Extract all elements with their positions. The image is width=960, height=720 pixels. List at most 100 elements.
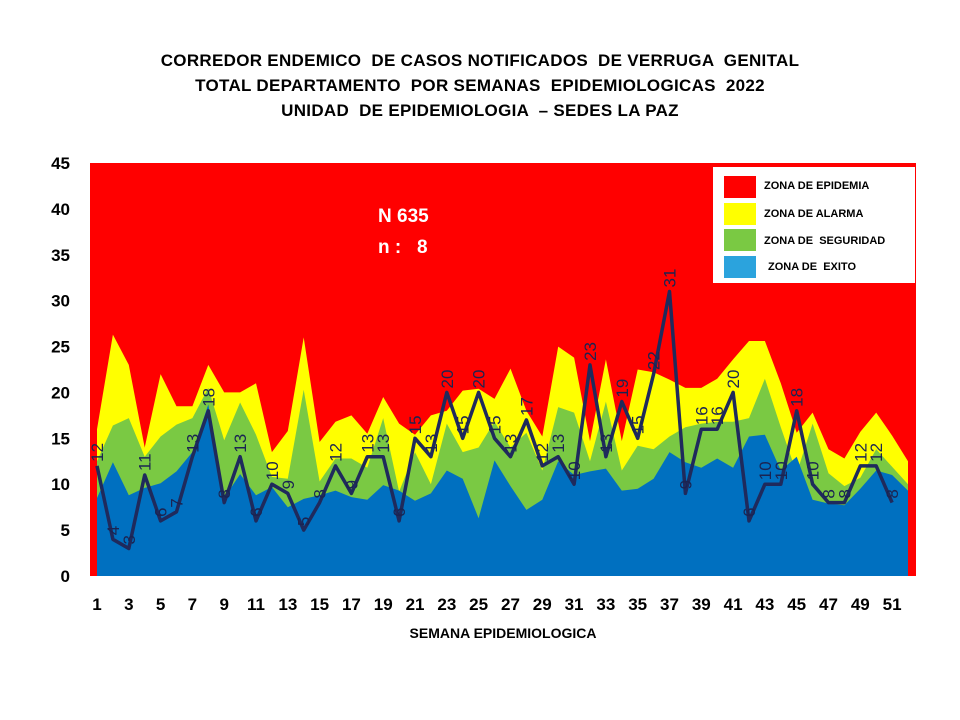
x-tick-label: 33 — [596, 595, 615, 614]
y-tick-label: 10 — [51, 475, 70, 494]
cases-line-path — [95, 289, 894, 551]
x-tick-label: 27 — [501, 595, 520, 614]
x-tick-label: 51 — [883, 595, 902, 614]
data-label: 13 — [374, 434, 393, 453]
legend-label-epidemia: ZONA DE EPIDEMIA — [764, 180, 869, 192]
data-label: 12 — [88, 443, 107, 462]
x-tick-label: 35 — [628, 595, 647, 614]
x-tick-label: 29 — [533, 595, 552, 614]
x-axis-title: SEMANA EPIDEMIOLOGICA — [410, 625, 597, 641]
data-label: 7 — [168, 498, 187, 507]
legend: ZONA DE EPIDEMIA ZONA DE ALARMA ZONA DE … — [713, 167, 915, 283]
title-line-1: CORREDOR ENDEMICO DE CASOS NOTIFICADOS D… — [160, 51, 800, 70]
data-label: 12 — [327, 443, 346, 462]
x-tick-label: 7 — [188, 595, 197, 614]
data-label: 8 — [215, 489, 234, 498]
data-label: 12 — [533, 443, 552, 462]
data-label: 13 — [422, 434, 441, 453]
zone-exito-area — [97, 404, 908, 576]
y-tick-label: 20 — [51, 383, 70, 402]
x-tick-label: 45 — [787, 595, 806, 614]
data-label: 4 — [104, 526, 123, 535]
legend-label-alarma: ZONA DE ALARMA — [764, 208, 863, 220]
x-tick-label: 3 — [124, 595, 133, 614]
x-tick-label: 31 — [565, 595, 584, 614]
x-axis: 1 3 5 7 9 11 13 15 17 19 21 23 25 27 29 31 33 35 37 39 41 43 4… — [92, 595, 901, 614]
x-tick-label: 37 — [660, 595, 679, 614]
data-label: 15 — [406, 415, 425, 434]
data-label: 8 — [835, 489, 854, 498]
data-label: 18 — [788, 388, 807, 407]
y-tick-label: 30 — [51, 292, 70, 311]
cases-line — [95, 289, 894, 551]
data-label: 15 — [454, 415, 473, 434]
data-label: 8 — [311, 489, 330, 498]
data-label: 20 — [470, 370, 489, 389]
legend-label-exito: ZONA DE EXITO — [768, 261, 856, 273]
data-label: 10 — [772, 461, 791, 480]
x-tick-label: 13 — [278, 595, 297, 614]
x-tick-label: 23 — [437, 595, 456, 614]
x-tick-label: 19 — [374, 595, 393, 614]
annotation-n: n : 8 — [378, 237, 428, 258]
x-tick-label: 47 — [819, 595, 838, 614]
data-label: 3 — [120, 535, 139, 544]
x-tick-label: 1 — [92, 595, 101, 614]
data-label: 18 — [199, 388, 218, 407]
data-label: 13 — [358, 434, 377, 453]
x-tick-label: 17 — [342, 595, 361, 614]
data-label: 17 — [517, 397, 536, 416]
y-axis: 0 5 10 15 20 25 30 35 40 45 — [51, 154, 70, 586]
data-label: 8 — [819, 489, 838, 498]
x-tick-label: 21 — [406, 595, 425, 614]
legend-swatch-epidemia — [724, 176, 756, 198]
data-label: 19 — [613, 379, 632, 398]
title-line-2: TOTAL DEPARTAMENTO POR SEMANAS EPIDEMIOL… — [195, 76, 765, 95]
data-label: 13 — [549, 434, 568, 453]
x-tick-label: 43 — [755, 595, 774, 614]
data-label: 20 — [438, 370, 457, 389]
data-label: 12 — [867, 443, 886, 462]
data-labels: 1243116713188136109581291313615132015201… — [88, 269, 902, 545]
data-label: 20 — [724, 370, 743, 389]
data-label: 11 — [136, 453, 155, 471]
annotation-total: N 635 — [378, 206, 429, 227]
data-label: 9 — [279, 480, 298, 489]
data-label: 6 — [390, 507, 409, 516]
x-tick-label: 15 — [310, 595, 329, 614]
y-tick-label: 0 — [61, 567, 70, 586]
legend-label-seguridad: ZONA DE SEGURIDAD — [764, 235, 885, 247]
y-tick-label: 15 — [51, 429, 70, 448]
x-tick-label: 11 — [247, 595, 265, 614]
data-label: 22 — [645, 351, 664, 370]
data-label: 6 — [152, 507, 171, 516]
data-label: 9 — [342, 480, 361, 489]
legend-swatch-seguridad — [724, 229, 756, 251]
data-label: 13 — [597, 434, 616, 453]
data-label: 10 — [263, 461, 282, 480]
legend-swatch-alarma — [724, 203, 756, 225]
y-tick-label: 35 — [51, 246, 70, 265]
x-tick-label: 25 — [469, 595, 488, 614]
y-tick-label: 45 — [51, 154, 70, 173]
data-label: 10 — [756, 461, 775, 480]
data-label: 16 — [692, 406, 711, 425]
data-label: 15 — [629, 415, 648, 434]
data-label: 15 — [486, 415, 505, 434]
x-tick-label: 49 — [851, 595, 870, 614]
y-tick-label: 25 — [51, 338, 70, 357]
data-label: 5 — [295, 517, 314, 526]
title-line-3: UNIDAD DE EPIDEMIOLOGIA – SEDES LA PAZ — [281, 101, 679, 120]
data-label: 10 — [804, 461, 823, 480]
data-label: 13 — [183, 434, 202, 453]
x-tick-label: 9 — [219, 595, 228, 614]
data-label: 10 — [565, 461, 584, 480]
data-label: 13 — [501, 434, 520, 453]
y-tick-label: 5 — [61, 521, 70, 540]
y-tick-label: 40 — [51, 200, 70, 219]
data-label: 8 — [883, 489, 902, 498]
data-label: 16 — [708, 406, 727, 425]
legend-swatch-exito — [724, 256, 756, 278]
x-tick-label: 41 — [724, 595, 743, 614]
